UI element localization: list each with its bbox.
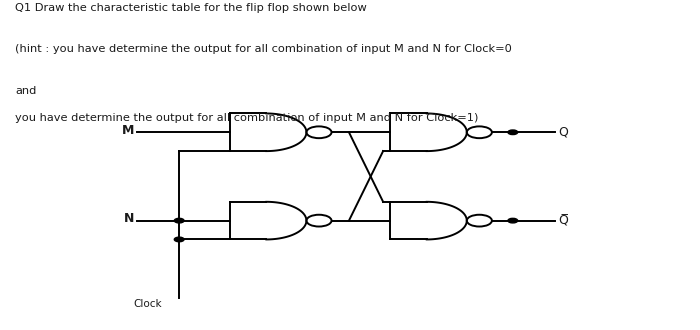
Text: Q1 Draw the characteristic table for the flip flop shown below: Q1 Draw the characteristic table for the… [15, 3, 367, 13]
Text: Q: Q [558, 126, 568, 139]
Text: you have determine the output for all combination of input M and N for Clock=1): you have determine the output for all co… [15, 113, 479, 123]
Circle shape [508, 218, 518, 223]
Circle shape [174, 218, 184, 223]
Circle shape [174, 237, 184, 242]
Text: (hint : you have determine the output for all combination of input M and N for C: (hint : you have determine the output fo… [15, 44, 512, 54]
Text: N: N [123, 213, 134, 225]
Circle shape [508, 130, 518, 135]
Text: and: and [15, 86, 36, 96]
Text: M: M [122, 124, 134, 137]
Text: Q̅: Q̅ [558, 214, 568, 227]
Text: Clock: Clock [134, 299, 162, 309]
